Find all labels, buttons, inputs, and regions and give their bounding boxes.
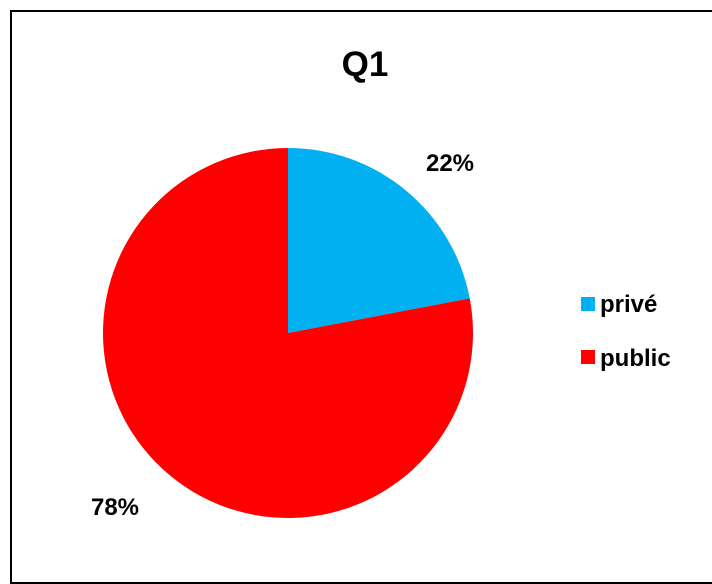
legend-label-public: public [600,345,671,372]
pie-slice-public [103,148,474,518]
pie-slice-prive [288,148,470,333]
legend: privé public [581,291,671,372]
legend-label-prive: privé [600,291,657,318]
data-label-public: 78% [91,494,139,521]
data-label-prive: 22% [426,150,474,177]
chart-title: Q1 [342,45,389,84]
legend-swatch-public [581,350,595,364]
pie-slices [103,148,474,518]
legend-swatch-prive [581,297,595,311]
